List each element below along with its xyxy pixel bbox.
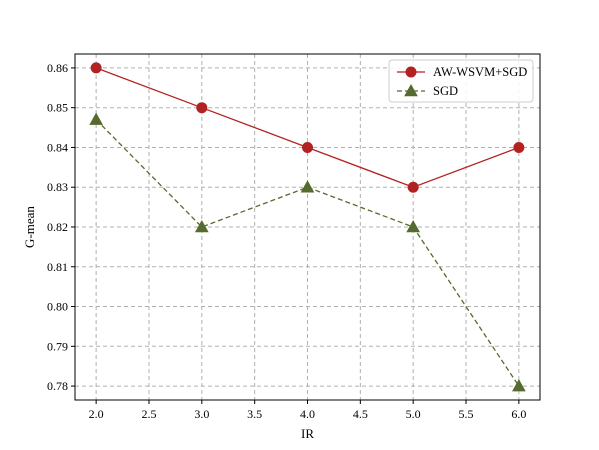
data-point bbox=[407, 181, 419, 193]
data-point bbox=[512, 379, 526, 392]
x-tick-label: 4.5 bbox=[353, 407, 368, 421]
x-tick-label: 5.5 bbox=[459, 407, 474, 421]
x-tick-label: 3.5 bbox=[247, 407, 262, 421]
data-point bbox=[89, 112, 103, 125]
x-tick-label: 2.5 bbox=[141, 407, 156, 421]
legend-marker bbox=[404, 83, 418, 97]
y-tick-label: 0.80 bbox=[47, 300, 68, 314]
x-tick-label: 4.0 bbox=[300, 407, 315, 421]
x-axis: 2.0 2.5 3.0 3.5 4.0 4.5 5.0 5.5 6.0 bbox=[89, 400, 526, 421]
data-point bbox=[302, 141, 313, 153]
x-tick-label: 3.0 bbox=[194, 407, 209, 421]
data-point bbox=[406, 219, 421, 233]
data-point bbox=[194, 219, 209, 233]
y-tick-label: 0.85 bbox=[47, 101, 68, 115]
series-layer bbox=[89, 62, 526, 392]
series-sgd bbox=[89, 112, 526, 392]
y-axis: 0.78 0.79 0.80 0.81 0.82 0.83 0.84 0.85 0.86 bbox=[47, 61, 75, 393]
data-point bbox=[90, 62, 102, 74]
grid-lines bbox=[75, 54, 540, 400]
x-tick-label: 2.0 bbox=[89, 407, 104, 421]
legend: AW-WSVM+SGD SGD bbox=[388, 59, 534, 103]
y-tick-label: 0.83 bbox=[47, 180, 68, 194]
legend-label: SGD bbox=[433, 84, 458, 98]
legend-item: AW-WSVM+SGD bbox=[397, 65, 527, 79]
y-tick-label: 0.84 bbox=[47, 140, 68, 154]
y-tick-label: 0.79 bbox=[47, 339, 68, 353]
series-aw-wsvm-sgd bbox=[90, 62, 525, 193]
x-axis-label: IR bbox=[301, 426, 314, 441]
legend-label: AW-WSVM+SGD bbox=[433, 65, 527, 79]
y-tick-label: 0.86 bbox=[47, 61, 68, 75]
data-point bbox=[513, 141, 525, 153]
y-axis-label: G-mean bbox=[22, 206, 37, 248]
legend-marker bbox=[405, 66, 417, 78]
legend-item: SGD bbox=[397, 83, 458, 98]
data-point bbox=[196, 102, 208, 114]
x-tick-label: 5.0 bbox=[406, 407, 421, 421]
data-point bbox=[300, 180, 315, 193]
y-tick-label: 0.82 bbox=[47, 220, 68, 234]
x-tick-label: 6.0 bbox=[511, 407, 526, 421]
y-tick-label: 0.78 bbox=[47, 379, 68, 393]
series-line bbox=[95, 119, 520, 387]
y-tick-label: 0.81 bbox=[47, 260, 68, 274]
